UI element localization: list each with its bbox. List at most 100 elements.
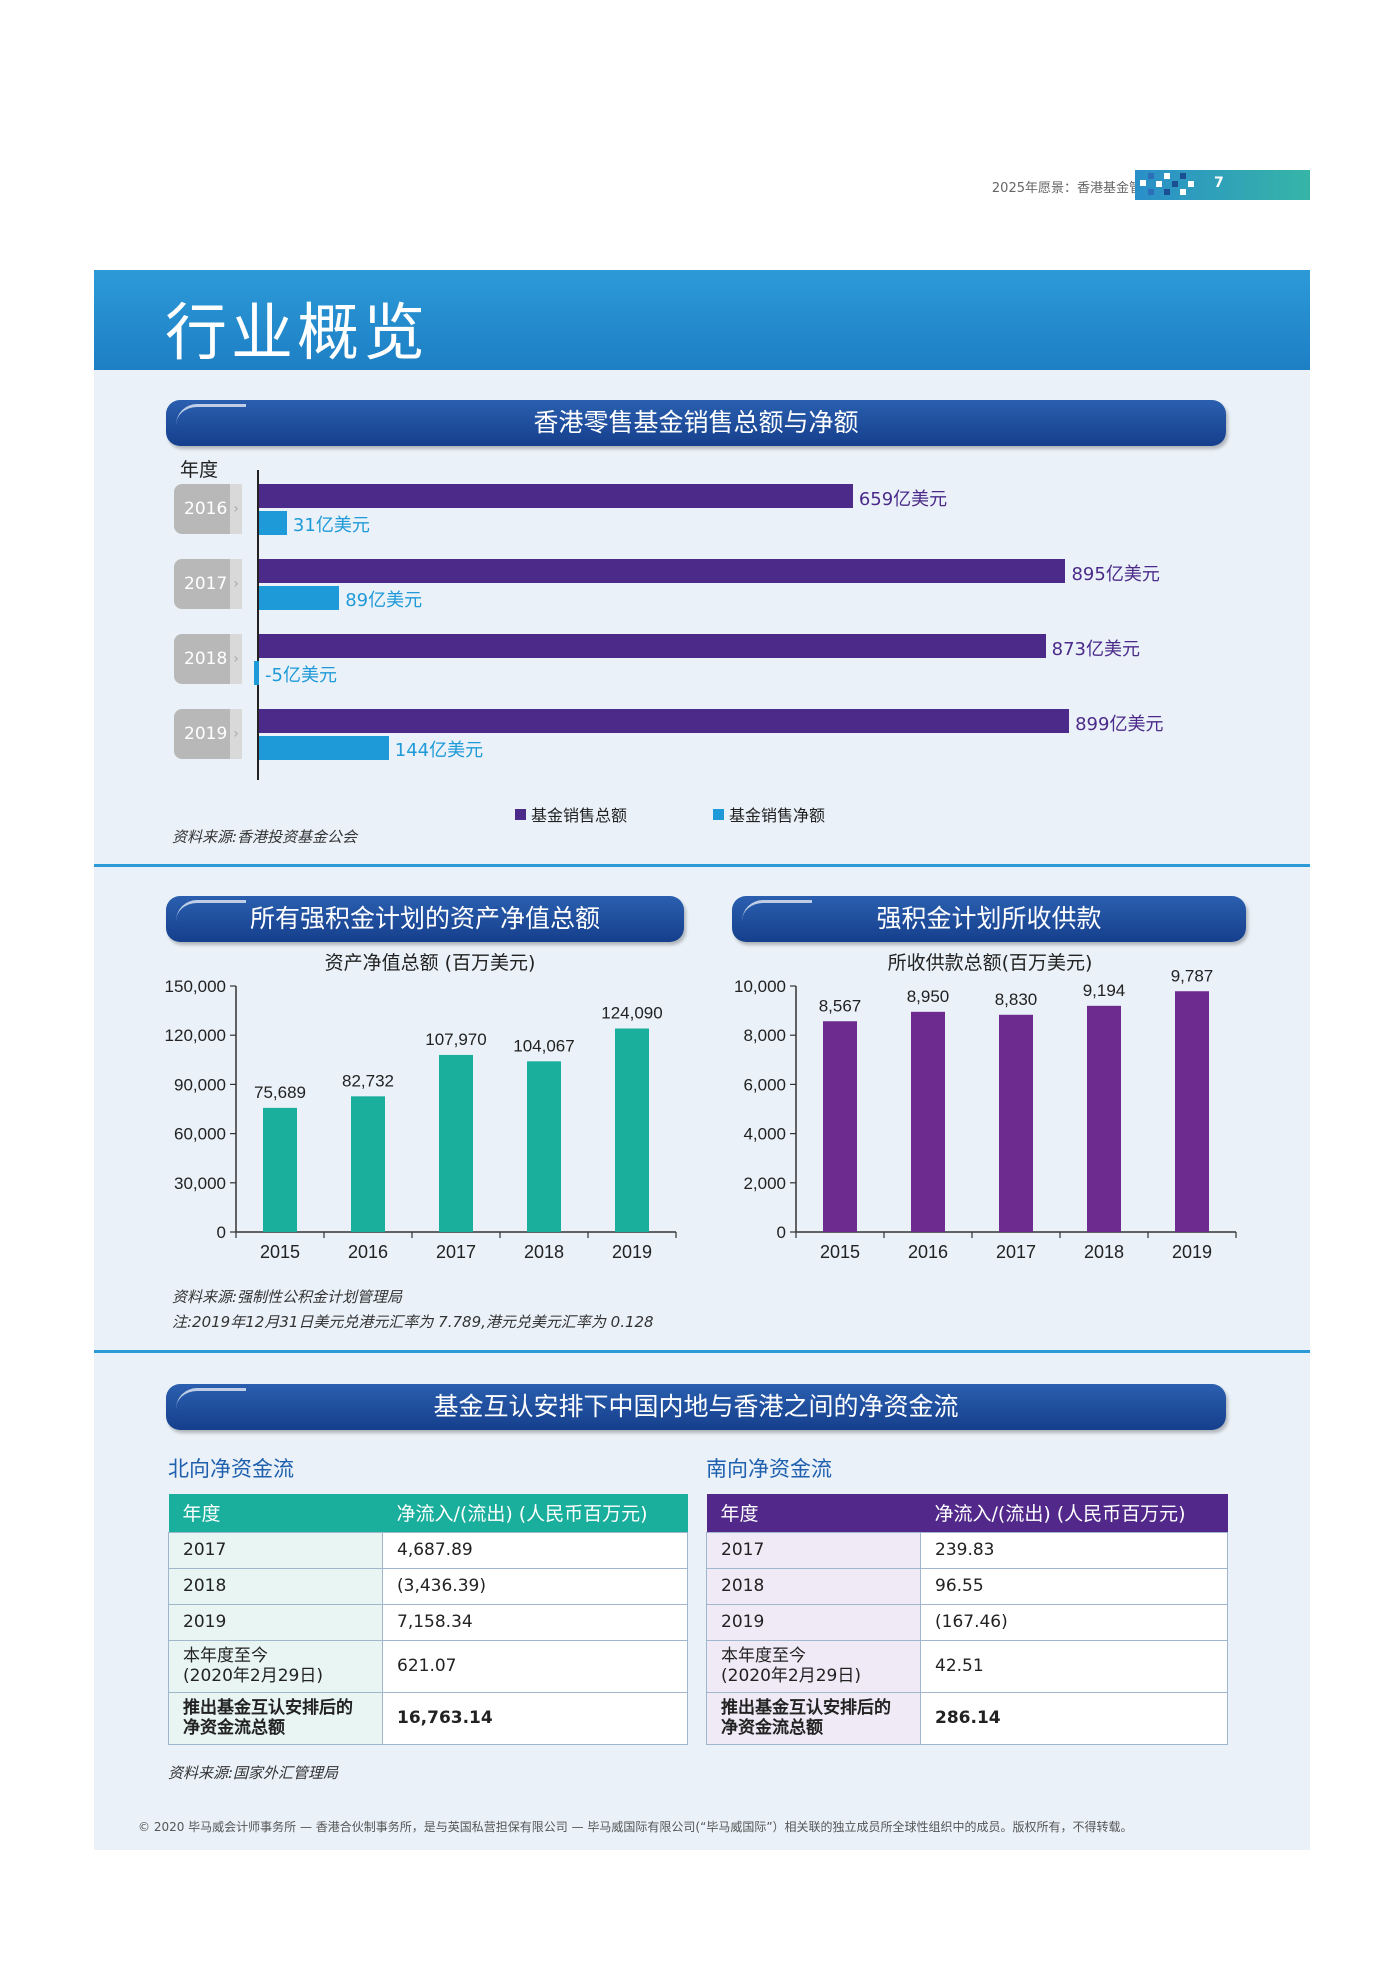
cell-period: 2019 — [168, 1603, 383, 1641]
bar-gross-2018 — [259, 634, 1046, 658]
bar-value-label-2019: 9,787 — [1171, 970, 1214, 985]
bar-net-2018 — [254, 661, 259, 685]
bar-label-net-2016: 31亿美元 — [292, 515, 370, 536]
page-number: 7 — [1214, 175, 1224, 191]
cell-period: 2018 — [168, 1567, 383, 1605]
chart-subtitle-nav: 资产净值总额 (百万美元) — [324, 952, 536, 974]
cell-value: (167.46) — [920, 1603, 1228, 1641]
legend-label-net: 基金销售净额 — [729, 806, 826, 825]
bar-gross-2017 — [259, 559, 1066, 583]
y-tick-label: 60,000 — [174, 1125, 226, 1144]
y-tick-label: 2,000 — [743, 1174, 786, 1193]
axis-label-year: 年度 — [180, 459, 219, 481]
cell-period: 推出基金互认安排后的 净资金流总额 — [168, 1691, 383, 1745]
section-title-mutual-recognition: 基金互认安排下中国内地与香港之间的净资金流 — [166, 1384, 1226, 1430]
mpf-nav-bar-chart: 0 30,000 60,000 90,000 120,000 150,000 75,689 2… — [165, 977, 677, 1262]
bar-label-gross-2018: 873亿美元 — [1051, 639, 1141, 660]
bar-2017 — [439, 1054, 473, 1232]
x-tick-label-2015: 2015 — [260, 1242, 300, 1262]
table-row: 推出基金互认安排后的 净资金流总额 16,763.14 — [168, 1691, 688, 1745]
cell-period: 2017 — [168, 1531, 383, 1569]
table-row: 2018 96.55 — [706, 1567, 1228, 1605]
cell-value: 42.51 — [920, 1639, 1228, 1693]
cell-value: 16,763.14 — [382, 1691, 688, 1745]
bar-value-label-2018: 104,067 — [513, 1036, 574, 1055]
section-title-retail-fund-sales: 香港零售基金销售总额与净额 — [166, 400, 1226, 446]
header-dots-graphic — [1140, 173, 1194, 195]
bar-value-label-2016: 8,950 — [907, 987, 950, 1006]
bar-value-label-2017: 8,830 — [995, 990, 1038, 1009]
bar-2019 — [615, 1028, 649, 1232]
bar-2018 — [527, 1061, 561, 1232]
bar-label-net-2019: 144亿美元 — [394, 740, 484, 761]
table-row: 本年度至今 (2020年2月29日) 42.51 — [706, 1639, 1228, 1693]
bar-label-net-2018: -5亿美元 — [265, 665, 337, 686]
bar-value-label-2015: 8,567 — [819, 996, 862, 1015]
legend-item-gross: 基金销售总额 — [515, 802, 627, 826]
page-title: 行业概览 — [165, 296, 430, 369]
table-row: 2017 239.83 — [706, 1531, 1228, 1569]
y-tick-label: 10,000 — [734, 977, 786, 996]
chart-subtitle-contrib: 所收供款总额(百万美元) — [887, 952, 1093, 974]
bar-label-gross-2019: 899亿美元 — [1075, 714, 1164, 735]
bar-gross-2019 — [259, 709, 1070, 733]
bar-2015 — [263, 1107, 297, 1232]
column-header-net-flow: 净流入/(流出) (人民币百万元) — [382, 1494, 688, 1532]
northbound-table: 年度 净流入/(流出) (人民币百万元) 2017 4,687.89 2018 (3,43… — [168, 1494, 688, 1745]
bar-2019 — [1175, 991, 1209, 1232]
bar-value-label-2017: 107,970 — [425, 1030, 486, 1049]
cell-period: 2017 — [706, 1531, 921, 1569]
title-band — [94, 270, 1310, 370]
cell-period: 本年度至今 (2020年2月29日) — [706, 1639, 921, 1693]
legend-swatch-gross — [515, 809, 526, 820]
bar-value-label-2018: 9,194 — [1083, 981, 1126, 1000]
y-tick-label: 4,000 — [743, 1125, 786, 1144]
column-header-year: 年度 — [168, 1494, 383, 1532]
south-heading: 南向净资金流 — [706, 1457, 832, 1481]
source-note-3: 资料来源:国家外汇管理局 — [168, 1764, 339, 1782]
bar-label-gross-2016: 659亿美元 — [858, 489, 948, 510]
x-tick-label-2017: 2017 — [436, 1242, 476, 1262]
source-note-1: 资料来源:香港投资基金公会 — [172, 828, 358, 846]
x-tick-label-2018: 2018 — [1084, 1242, 1124, 1262]
copyright-footer: © 2020 毕马威会计师事务所 — 香港合伙制事务所，是与英国私营担保有限公司… — [138, 1820, 1133, 1834]
table-header-row: 年度 净流入/(流出) (人民币百万元) — [706, 1494, 1228, 1532]
section-title-mpf-contributions: 强积金计划所收供款 — [732, 896, 1246, 942]
column-header-year: 年度 — [706, 1494, 921, 1532]
year-tag-2016: 2016 — [174, 484, 242, 534]
cell-value: 96.55 — [920, 1567, 1228, 1605]
section-title-mpf-nav: 所有强积金计划的资产净值总额 — [166, 896, 684, 942]
legend-item-net: 基金销售净额 — [713, 802, 825, 826]
year-tag-2017: 2017 — [174, 559, 242, 609]
table-row: 2017 4,687.89 — [168, 1531, 688, 1569]
table-header-row: 年度 净流入/(流出) (人民币百万元) — [168, 1494, 688, 1532]
table-row: 2018 (3,436.39) — [168, 1567, 688, 1605]
x-tick-label-2016: 2016 — [348, 1242, 388, 1262]
bar-label-gross-2017: 895亿美元 — [1071, 564, 1160, 585]
north-heading: 北向净资金流 — [168, 1457, 294, 1481]
column-header-net-flow: 净流入/(流出) (人民币百万元) — [920, 1494, 1228, 1532]
bar-value-label-2016: 82,732 — [342, 1071, 394, 1090]
x-tick-label-2017: 2017 — [996, 1242, 1036, 1262]
bar-2018 — [1087, 1005, 1121, 1232]
legend-label-gross: 基金销售总额 — [531, 806, 628, 825]
cell-period: 2018 — [706, 1567, 921, 1605]
cell-value: 7,158.34 — [382, 1603, 688, 1641]
x-tick-label-2018: 2018 — [524, 1242, 564, 1262]
bar-2017 — [999, 1014, 1033, 1232]
bar-gross-2016 — [259, 484, 853, 508]
table-row: 2019 7,158.34 — [168, 1603, 688, 1641]
y-axis-line — [257, 470, 259, 780]
bar-value-label-2015: 75,689 — [254, 1083, 306, 1102]
x-tick-label-2019: 2019 — [612, 1242, 652, 1262]
y-tick-label: 30,000 — [174, 1174, 226, 1193]
source-note-2: 资料来源:强制性公积金计划管理局 — [172, 1288, 403, 1306]
bar-net-2016 — [259, 511, 287, 535]
bar-2016 — [351, 1096, 385, 1232]
year-tag-2019: 2019 — [174, 709, 242, 759]
cell-value: 4,687.89 — [382, 1531, 688, 1569]
southbound-table: 年度 净流入/(流出) (人民币百万元) 2017 239.83 2018 96.55 20… — [706, 1494, 1228, 1745]
cell-period: 2019 — [706, 1603, 921, 1641]
legend-swatch-net — [713, 809, 724, 820]
exchange-rate-note: 注:2019年12月31日美元兑港元汇率为 7.789,港元兑美元汇率为 0.1… — [172, 1313, 654, 1331]
